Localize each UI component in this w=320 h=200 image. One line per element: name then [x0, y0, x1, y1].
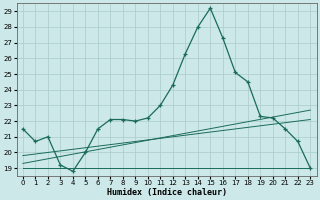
X-axis label: Humidex (Indice chaleur): Humidex (Indice chaleur) — [107, 188, 227, 197]
